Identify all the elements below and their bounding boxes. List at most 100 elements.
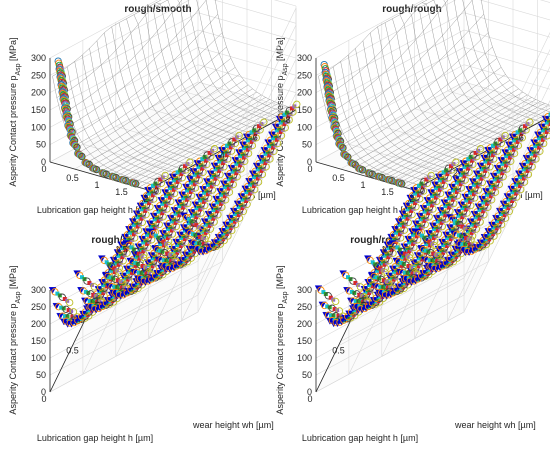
data-point [110,294,115,299]
data-point [402,251,407,256]
data-point [112,261,117,266]
data-point [493,230,498,235]
data-point [87,281,92,285]
data-point [529,151,534,156]
data-point [547,124,550,132]
data-point [266,153,271,158]
data-point [148,217,156,226]
grid-line [315,0,550,76]
data-point [66,298,74,307]
data-point [433,195,438,200]
data-point [529,161,534,166]
data-point [456,253,461,258]
data-point [263,161,268,166]
data-point [498,219,503,224]
data-point [133,263,138,268]
data-point [274,137,279,142]
grid-line [315,81,550,163]
data-point [135,261,140,266]
data-point [483,159,488,164]
data-point [228,226,233,231]
data-point [76,151,84,159]
grid-line [49,75,297,359]
data-point [72,142,80,150]
z-axis-label-sub: Asp [15,291,22,303]
grid-line [381,154,481,357]
data-point [464,198,469,203]
data-point [133,255,138,260]
data-point [171,259,176,264]
data-point [140,254,148,262]
z-tick-label: 100 [31,122,46,132]
z-axis-label-main: Asperity Contact pressure p [275,304,285,415]
data-point [137,256,142,261]
z-tick-label: 150 [31,105,46,115]
panel-title: rough/rough [382,4,441,15]
data-point [140,249,145,254]
data-point [212,244,217,248]
data-point [259,152,267,160]
data-point [171,187,176,192]
z-axis-label-main: Asperity Contact pressure p [8,304,18,415]
data-point [424,242,429,246]
data-point [161,239,166,244]
data-point [378,270,383,275]
data-point [234,161,239,166]
data-point [381,268,389,276]
data-point [179,172,184,177]
data-point [405,216,410,221]
data-point [429,186,438,194]
data-point [357,292,362,297]
data-point [498,212,503,216]
data-point [409,199,414,204]
data-point [278,130,283,134]
data-point [184,197,189,202]
data-point [371,283,380,291]
data-point [378,284,383,289]
data-point [59,305,64,310]
x-tick-label-origin: 0 [307,164,312,174]
data-point [477,207,482,212]
data-point [228,137,236,146]
data-point [104,260,109,265]
data-point [139,207,144,212]
x-tick-label-origin: 0 [307,394,312,404]
data-point [186,257,191,262]
z-tick-label: 250 [31,70,46,80]
data-point [188,249,193,254]
data-point [259,159,264,164]
surface-mesh-line [95,80,245,170]
data-point [507,155,512,160]
data-point [257,124,261,129]
x-tick-label: 1.5 [381,187,394,197]
y-tick-label: 4 [220,150,225,160]
data-point [475,184,480,189]
data-point [397,222,402,227]
data-point [437,178,442,183]
z-axis-label: Asperity Contact pressure pAsp [MPa] [275,265,289,414]
data-point [122,285,127,290]
data-point [211,207,216,212]
data-point [183,164,187,169]
data-point [131,222,136,227]
data-point [544,113,550,121]
data-point [217,168,221,173]
data-point [126,257,135,265]
data-point [393,223,402,231]
data-point [154,249,159,254]
data-point [435,228,440,233]
data-point [443,196,451,204]
data-point [437,259,442,264]
data-point [359,293,364,298]
surface-mesh-line [335,14,484,138]
data-point [267,144,272,148]
data-point [429,203,434,208]
data-point [462,157,470,165]
data-point [160,201,165,206]
data-point [431,219,439,228]
data-point [479,167,484,172]
data-point [403,284,408,289]
data-point [55,291,60,296]
data-point [363,290,368,294]
data-point [146,271,151,276]
